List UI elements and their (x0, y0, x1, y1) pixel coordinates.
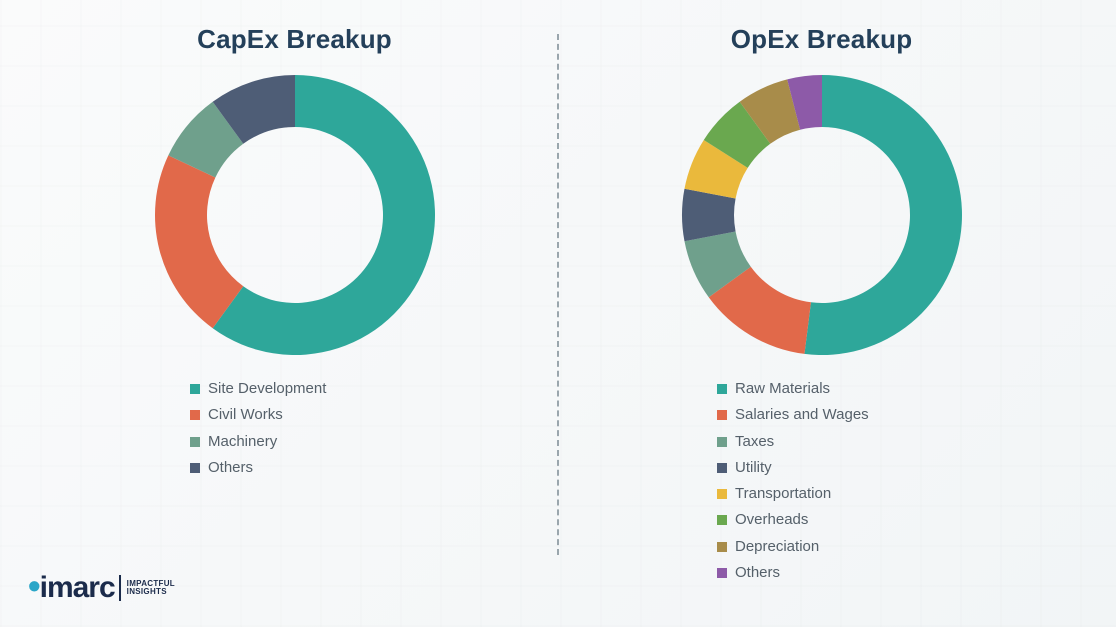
legend-swatch (717, 384, 727, 394)
legend-swatch (717, 568, 727, 578)
brand-logo: •imarc IMPACTFUL INSIGHTS (28, 571, 175, 605)
charts-container: CapEx Breakup Site Development Civil Work… (0, 0, 1116, 627)
opex-legend: Raw Materials Salaries and Wages Taxes Util… (717, 379, 869, 583)
legend-swatch (717, 410, 727, 420)
legend-swatch (717, 515, 727, 525)
brand-wordmark: •imarc (28, 571, 115, 605)
legend-swatch (717, 542, 727, 552)
donut-slice (804, 75, 962, 355)
legend-label: Depreciation (735, 537, 819, 557)
legend-item: Depreciation (717, 537, 869, 557)
panel-divider (557, 34, 559, 555)
opex-title: OpEx Breakup (731, 24, 913, 55)
legend-label: Civil Works (208, 405, 283, 425)
legend-swatch (190, 463, 200, 473)
legend-item: Taxes (717, 432, 869, 452)
donut-slice (155, 155, 243, 328)
legend-label: Overheads (735, 510, 808, 530)
opex-donut (672, 65, 972, 365)
legend-item: Overheads (717, 510, 869, 530)
legend-label: Taxes (735, 432, 774, 452)
legend-swatch (190, 384, 200, 394)
legend-label: Transportation (735, 484, 831, 504)
legend-swatch (717, 489, 727, 499)
capex-title: CapEx Breakup (197, 24, 392, 55)
legend-item: Raw Materials (717, 379, 869, 399)
legend-item: Utility (717, 458, 869, 478)
legend-label: Raw Materials (735, 379, 830, 399)
legend-item: Civil Works (190, 405, 326, 425)
legend-label: Site Development (208, 379, 326, 399)
legend-swatch (190, 437, 200, 447)
legend-label: Others (208, 458, 253, 478)
legend-label: Others (735, 563, 780, 583)
legend-item: Others (717, 563, 869, 583)
legend-swatch (717, 437, 727, 447)
brand-text: imarc (40, 571, 115, 605)
opex-panel: OpEx Breakup Raw Materials Salaries and W… (567, 24, 1076, 555)
legend-item: Machinery (190, 432, 326, 452)
capex-legend: Site Development Civil Works Machinery Othe… (190, 379, 326, 478)
legend-item: Transportation (717, 484, 869, 504)
legend-swatch (190, 410, 200, 420)
capex-panel: CapEx Breakup Site Development Civil Work… (40, 24, 549, 555)
legend-label: Salaries and Wages (735, 405, 869, 425)
legend-swatch (717, 463, 727, 473)
brand-separator (119, 575, 121, 601)
capex-donut (145, 65, 445, 365)
legend-item: Salaries and Wages (717, 405, 869, 425)
brand-tagline: IMPACTFUL INSIGHTS (127, 580, 175, 597)
brand-tagline-line2: INSIGHTS (127, 587, 167, 596)
legend-item: Others (190, 458, 326, 478)
legend-label: Utility (735, 458, 772, 478)
legend-item: Site Development (190, 379, 326, 399)
legend-label: Machinery (208, 432, 277, 452)
